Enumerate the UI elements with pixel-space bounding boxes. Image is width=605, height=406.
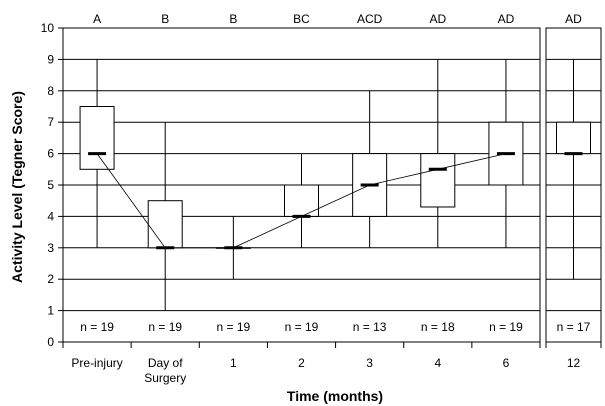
- y-tick-label: 1: [47, 304, 54, 318]
- y-tick-label: 5: [47, 178, 54, 192]
- y-tick-label: 6: [47, 147, 54, 161]
- sample-size-label: n = 19: [489, 320, 523, 334]
- box-12: [556, 59, 591, 280]
- gridlines: [63, 27, 601, 343]
- x-axis-label: Time (months): [287, 388, 383, 404]
- y-tick-label: 4: [47, 209, 54, 223]
- box-6: [488, 59, 524, 248]
- significance-label: B: [229, 12, 237, 26]
- significance-labels: A B B BC ACD AD AD AD: [93, 12, 582, 26]
- box-iqr: [420, 153, 456, 208]
- significance-label: AD: [498, 12, 515, 26]
- boxes: [79, 59, 591, 311]
- box-iqr: [284, 184, 319, 217]
- x-tick-label: Surgery: [144, 371, 186, 385]
- x-tick-label: Pre-injury: [71, 356, 122, 370]
- significance-label: B: [161, 12, 169, 26]
- y-tick-label: 0: [47, 335, 54, 349]
- x-tick-label: 6: [503, 356, 510, 370]
- x-tick-label: Day of: [148, 356, 183, 370]
- sample-size-label: n = 18: [421, 320, 455, 334]
- y-tick-label: 8: [47, 84, 54, 98]
- sample-size-label: n = 13: [353, 320, 387, 334]
- significance-label: AD: [565, 12, 582, 26]
- median-trend-line: [96, 153, 507, 249]
- y-axis-ticks: 0 1 2 3 4 5 6 7 8 9 10: [41, 21, 63, 349]
- sample-size-label: n = 19: [217, 320, 251, 334]
- box-4: [420, 59, 456, 248]
- x-tick-label: 4: [434, 356, 441, 370]
- sample-size-labels: n = 19 n = 19 n = 19 n = 19 n = 13 n = 18 n = …: [80, 320, 590, 334]
- sample-size-label: n = 17: [557, 320, 591, 334]
- sample-size-label: n = 19: [285, 320, 319, 334]
- box-iqr: [147, 200, 183, 249]
- median-trend-polyline: [96, 153, 507, 249]
- significance-label: A: [93, 12, 101, 26]
- x-tick-label: 1: [230, 356, 237, 370]
- significance-label: BC: [293, 12, 310, 26]
- x-tick-label: 2: [298, 356, 305, 370]
- significance-label: AD: [429, 12, 446, 26]
- y-tick-label: 2: [47, 272, 54, 286]
- y-axis-label: Activity Level (Tegner Score): [9, 91, 25, 283]
- y-tick-label: 10: [41, 21, 55, 35]
- box-pre-injury: [79, 59, 115, 248]
- sample-size-label: n = 19: [80, 320, 114, 334]
- box-iqr: [556, 121, 591, 155]
- x-tick-label: 12: [567, 356, 581, 370]
- significance-label: ACD: [357, 12, 383, 26]
- x-tick-label: 3: [366, 356, 373, 370]
- box-iqr: [79, 106, 115, 170]
- y-tick-label: 7: [47, 115, 54, 129]
- y-tick-label: 9: [47, 52, 54, 66]
- y-tick-label: 3: [47, 241, 54, 255]
- sample-size-label: n = 19: [148, 320, 182, 334]
